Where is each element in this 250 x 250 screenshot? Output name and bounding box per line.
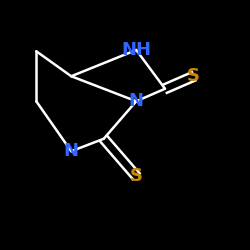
Text: N: N [129, 92, 144, 110]
Text: S: S [187, 67, 200, 85]
Text: NH: NH [121, 41, 151, 59]
Text: N: N [64, 142, 79, 160]
Text: S: S [130, 167, 143, 185]
